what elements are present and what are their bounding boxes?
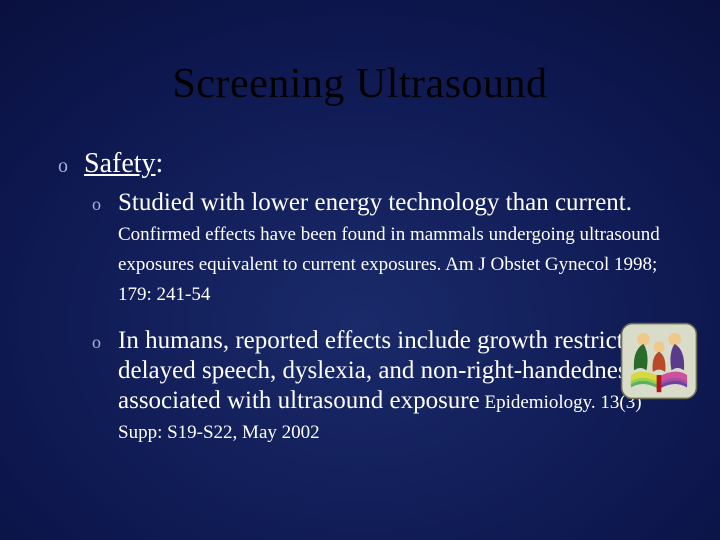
bullet-marker: o <box>58 155 84 178</box>
sub-bullet-2-text: In humans, reported effects include grow… <box>118 326 680 446</box>
section-heading: Safety: <box>84 148 163 180</box>
sub-bullet-2: o In humans, reported effects include gr… <box>92 326 680 446</box>
section-heading-text: Safety <box>84 148 156 179</box>
figure-head <box>637 333 649 345</box>
sub1-citation: Confirmed effects have been found in mam… <box>118 224 660 305</box>
top-bullet: o Safety: <box>58 148 680 180</box>
figure-head <box>654 342 665 353</box>
sub-bullet-1: o Studied with lower energy technology t… <box>92 188 680 308</box>
bullet-marker: o <box>92 194 118 215</box>
family-book-logo-icon <box>620 322 698 400</box>
slide-title: Screening Ultrasound <box>0 60 720 108</box>
section-heading-colon: : <box>156 148 164 179</box>
content-area: o Safety: o Studied with lower energy te… <box>58 148 680 446</box>
bullet-marker: o <box>92 332 118 353</box>
sub1-lead: Studied with lower energy technology tha… <box>118 189 632 216</box>
figure-head <box>668 333 680 345</box>
sub-bullet-1-text: Studied with lower energy technology tha… <box>118 188 680 308</box>
book-spine <box>657 375 662 392</box>
